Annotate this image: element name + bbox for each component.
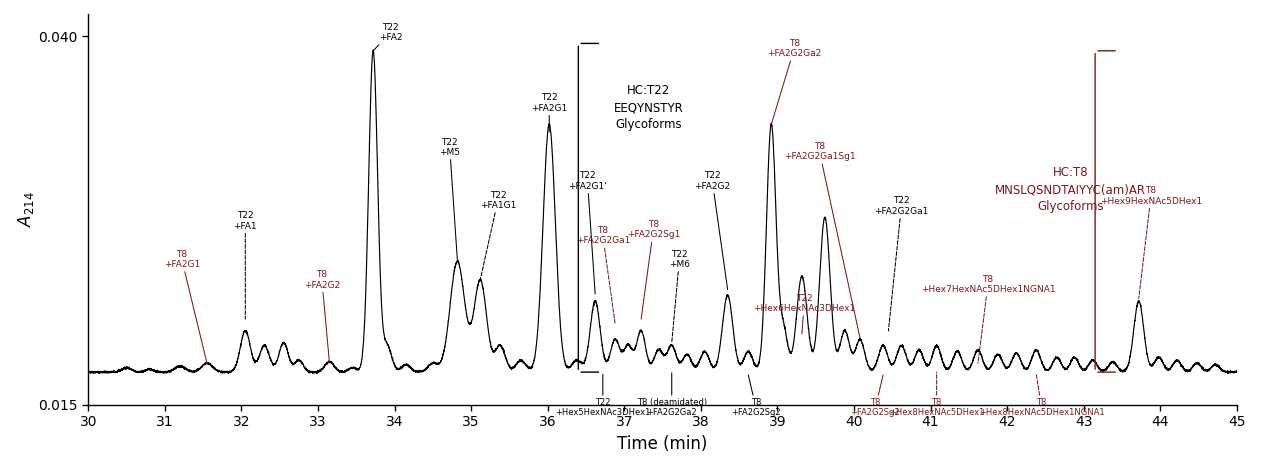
Text: T22
+FA2G1': T22 +FA2G1' [568, 172, 607, 294]
Text: T8
+FA2G2Sg1: T8 +FA2G2Sg1 [627, 220, 680, 319]
Text: T8
+Hex9HexNAc5DHex1: T8 +Hex9HexNAc5DHex1 [1100, 186, 1203, 299]
Text: T22
+FA1: T22 +FA1 [233, 211, 257, 319]
Text: T22
+FA2G2Ga1: T22 +FA2G2Ga1 [875, 197, 929, 331]
Text: T8
+FA2G2: T8 +FA2G2 [304, 270, 339, 363]
Text: T22
+FA2G1: T22 +FA2G1 [531, 93, 568, 132]
Y-axis label: $A_{214}$: $A_{214}$ [15, 192, 35, 227]
Text: HC:T22
EEQYNSTYR
Glycoforms: HC:T22 EEQYNSTYR Glycoforms [613, 84, 684, 131]
X-axis label: Time (min): Time (min) [617, 434, 708, 452]
Text: T22
+FA2G2: T22 +FA2G2 [694, 172, 731, 290]
Text: T22
+FA2: T22 +FA2 [374, 23, 403, 51]
Text: T22
+FA1G1: T22 +FA1G1 [480, 191, 516, 279]
Text: T8
+Hex8HexNAc5DHex1NGNA1: T8 +Hex8HexNAc5DHex1NGNA1 [979, 373, 1104, 417]
Text: T8
+FA2G2Ga1: T8 +FA2G2Ga1 [575, 226, 630, 324]
Text: T8
+FA2G2Ga1Sg1: T8 +FA2G2Ga1Sg1 [784, 142, 861, 338]
Text: HC:T8
MNSLQSNDTAIYYC(am)AR
Glycoforms: HC:T8 MNSLQSNDTAIYYC(am)AR Glycoforms [994, 166, 1146, 213]
Text: T8
+FA2G2Ga2: T8 +FA2G2Ga2 [767, 39, 822, 125]
Text: T22
+M5: T22 +M5 [439, 138, 461, 260]
Text: T22
+Hex5HexNAc3DHex1: T22 +Hex5HexNAc3DHex1 [555, 374, 650, 417]
Text: T8 (deamidated)
+FA2G2Ga2: T8 (deamidated) +FA2G2Ga2 [636, 373, 707, 417]
Text: T8
+FA2G2Sg2: T8 +FA2G2Sg2 [851, 375, 900, 417]
Text: T8
+Hex8HexNAc5DHex1: T8 +Hex8HexNAc5DHex1 [888, 372, 984, 417]
Text: T22
+Hex6HexNAc3DHex1: T22 +Hex6HexNAc3DHex1 [753, 294, 856, 334]
Text: T22
+M6: T22 +M6 [669, 250, 690, 343]
Text: T8
+Hex7HexNAc5DHex1NGNA1: T8 +Hex7HexNAc5DHex1NGNA1 [920, 275, 1055, 363]
Text: T8
+FA2G1: T8 +FA2G1 [164, 250, 207, 363]
Text: T8
+FA2G2Sg2: T8 +FA2G2Sg2 [731, 375, 781, 417]
